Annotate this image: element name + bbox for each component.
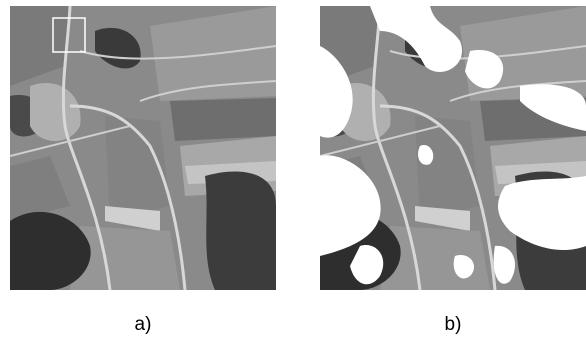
highlight-box [52,17,86,53]
panel-a [10,6,276,290]
aerial-image [10,6,276,290]
caption: a) [135,314,152,335]
panel-b [320,6,586,290]
caption: b) [445,314,462,335]
mask [320,6,586,285]
